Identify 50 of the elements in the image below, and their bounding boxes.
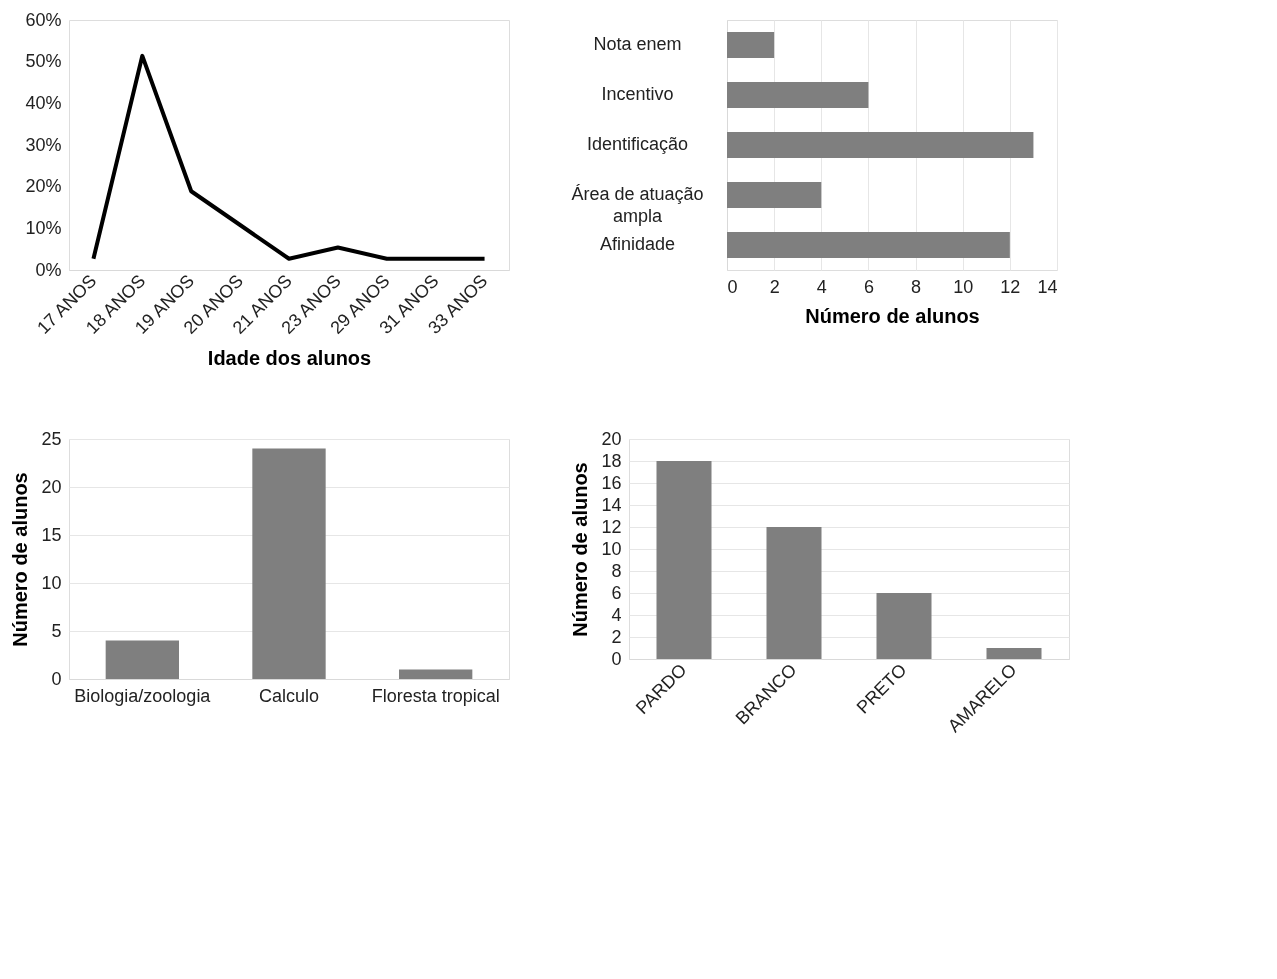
y-tick-label: 6 (611, 582, 622, 603)
y-tick-label: 60% (25, 9, 62, 30)
x-tick-label: 0 (727, 276, 738, 297)
x-tick-label: 14 (1037, 276, 1058, 297)
x-tick-label: 4 (816, 276, 827, 297)
bar (766, 527, 822, 659)
x-tick-label: 6 (863, 276, 874, 297)
y-tick-label: 18 (601, 450, 622, 471)
y-tick-label: 50% (25, 51, 62, 72)
y-tick-label: Incentivo (601, 84, 674, 104)
y-tick-label: 20% (25, 176, 62, 197)
bar (986, 648, 1042, 659)
x-axis-title: Número de alunos (805, 304, 980, 327)
y-tick-label: 10 (601, 538, 622, 559)
x-tick-label: Floresta tropical (371, 685, 500, 706)
y-tick-label: 25 (41, 428, 62, 449)
x-tick-label: 2 (769, 276, 780, 297)
y-tick-label: 10% (25, 217, 62, 238)
y-tick-label: Nota enem (593, 34, 682, 54)
x-tick-label: 12 (1000, 276, 1021, 297)
x-tick-label: Calculo (258, 685, 320, 706)
x-tick-label: 10 (953, 276, 974, 297)
y-tick-label: 15 (41, 524, 62, 545)
y-tick-label: 20 (41, 476, 62, 497)
y-tick-label: 14 (601, 494, 622, 515)
bar (876, 593, 932, 659)
x-tick-label: 8 (911, 276, 922, 297)
y-tick-label: 40% (25, 92, 62, 113)
y-tick-label: 8 (611, 560, 622, 581)
bar (399, 669, 473, 679)
y-tick-label: 5 (51, 620, 62, 641)
bar (252, 448, 326, 679)
y-axis-title: Número de alunos (9, 472, 32, 647)
y-tick-label: Área de atuação ampla (571, 184, 704, 226)
bar (656, 461, 712, 659)
y-tick-label: 12 (601, 516, 622, 537)
y-tick-label: 16 (601, 472, 622, 493)
y-tick-label: 20 (601, 428, 622, 449)
y-tick-label: 0% (35, 259, 62, 280)
x-tick-label: Biologia/zoologia (74, 685, 212, 706)
bar (105, 640, 179, 679)
y-tick-label: Identificação (586, 134, 689, 154)
x-axis-title: Idade dos alunos (207, 346, 372, 369)
y-tick-label: 2 (611, 626, 622, 647)
y-axis-title: Número de alunos (569, 462, 592, 637)
y-tick-label: 4 (611, 604, 622, 625)
y-tick-label: Afinidade (599, 234, 676, 254)
y-tick-label: 30% (25, 134, 62, 155)
line-series (91, 53, 487, 261)
y-tick-label: 10 (41, 572, 62, 593)
